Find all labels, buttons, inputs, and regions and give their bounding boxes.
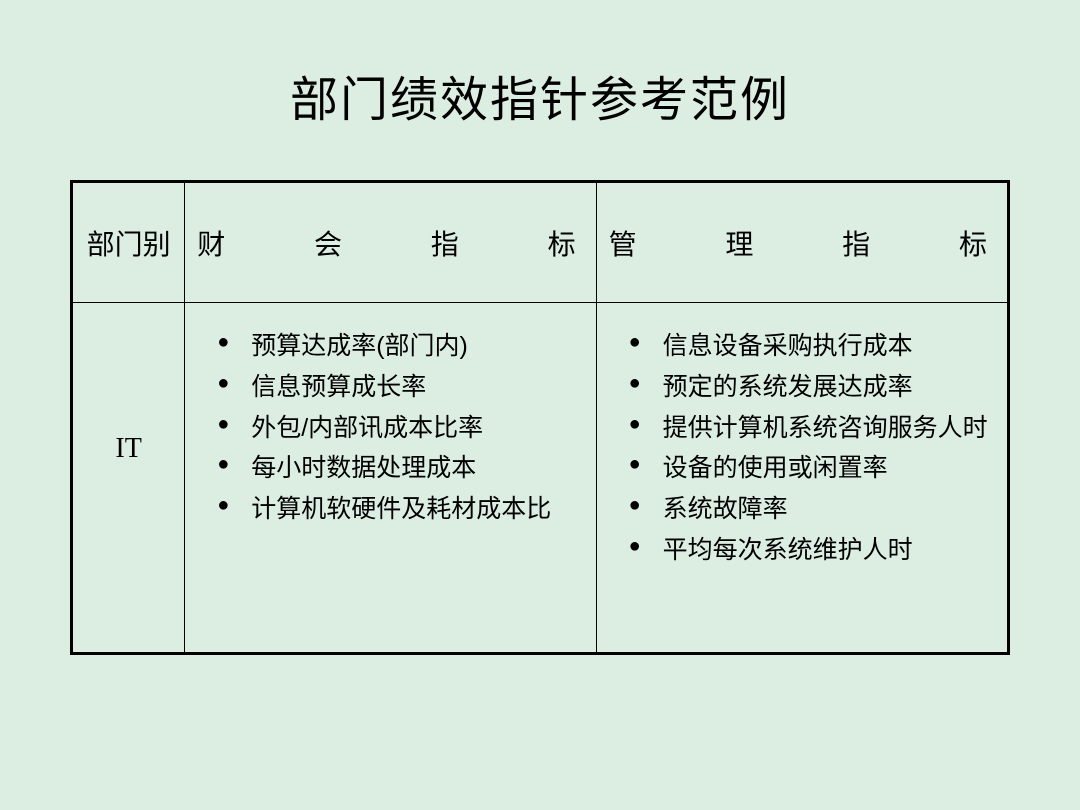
mgmt-list: 信息设备采购执行成本 预定的系统发展达成率 提供计算机系统咨询服务人时 设备的使… xyxy=(609,327,995,570)
list-item: 预算达成率(部门内) xyxy=(213,327,583,366)
list-item: 信息预算成长率 xyxy=(213,368,583,407)
cell-mgmt: 信息设备采购执行成本 预定的系统发展达成率 提供计算机系统咨询服务人时 设备的使… xyxy=(596,303,1007,653)
metrics-table-container: 部门别 财会指标 管理指标 IT 预算达成率(部门内) 信息预算成长率 外包/内… xyxy=(70,180,1010,655)
list-item: 设备的使用或闲置率 xyxy=(625,449,995,488)
col-header-dept: 部门别 xyxy=(73,183,185,303)
list-item: 每小时数据处理成本 xyxy=(213,449,583,488)
list-item: 提供计算机系统咨询服务人时 xyxy=(625,409,995,448)
page-title: 部门绩效指针参考范例 xyxy=(70,60,1010,130)
cell-dept: IT xyxy=(73,303,185,653)
list-item: 预定的系统发展达成率 xyxy=(625,368,995,407)
table-row: IT 预算达成率(部门内) 信息预算成长率 外包/内部讯成本比率 每小时数据处理… xyxy=(73,303,1008,653)
cell-finance: 预算达成率(部门内) 信息预算成长率 外包/内部讯成本比率 每小时数据处理成本 … xyxy=(185,303,596,653)
list-item: 计算机软硬件及耗材成本比 xyxy=(213,490,583,529)
col-header-mgmt: 管理指标 xyxy=(596,183,1007,303)
col-header-finance: 财会指标 xyxy=(185,183,596,303)
finance-list: 预算达成率(部门内) 信息预算成长率 外包/内部讯成本比率 每小时数据处理成本 … xyxy=(197,327,583,529)
col-header-mgmt-label: 管理指标 xyxy=(609,230,987,261)
list-item: 外包/内部讯成本比率 xyxy=(213,409,583,448)
col-header-finance-label: 财会指标 xyxy=(197,230,575,261)
metrics-table: 部门别 财会指标 管理指标 IT 预算达成率(部门内) 信息预算成长率 外包/内… xyxy=(72,182,1008,653)
list-item: 平均每次系统维护人时 xyxy=(625,531,995,570)
list-item: 系统故障率 xyxy=(625,490,995,529)
list-item: 信息设备采购执行成本 xyxy=(625,327,995,366)
table-header-row: 部门别 财会指标 管理指标 xyxy=(73,183,1008,303)
